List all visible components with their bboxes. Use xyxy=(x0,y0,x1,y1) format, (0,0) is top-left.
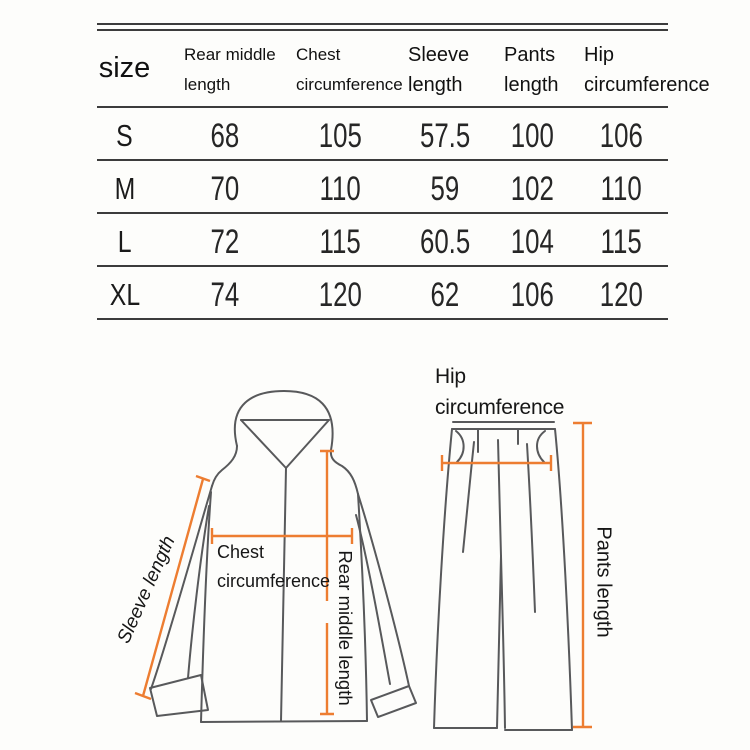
chest-label-line1: Chest xyxy=(217,542,264,562)
header-size: size xyxy=(97,31,170,106)
hip-label-line2: circumference xyxy=(435,396,564,419)
hip-circumference-value: 110 xyxy=(600,170,643,208)
left-pocket xyxy=(455,430,465,463)
rear-middle-length-value: 68 xyxy=(210,117,240,155)
pants-length-label: Pants length xyxy=(593,526,615,637)
size-table: size Rear middle length Chest circumfere… xyxy=(97,23,710,320)
left-leg-inner xyxy=(496,555,502,729)
pants-length-line xyxy=(573,421,592,729)
body-right-edge xyxy=(357,493,368,722)
body-left-edge xyxy=(200,491,212,723)
sleeve-length-line xyxy=(134,474,211,701)
hip-circumference-line xyxy=(440,455,553,471)
sleeve-length-value: 60.5 xyxy=(419,223,471,261)
right-sleeve-outer xyxy=(357,493,410,687)
chest-circumference-value: 105 xyxy=(318,117,362,155)
jacket-hem xyxy=(200,720,368,723)
size-value: S xyxy=(116,117,133,153)
chest-circumference-value: 120 xyxy=(318,276,362,314)
right-neck xyxy=(329,449,359,495)
sleeve-length-value: 57.5 xyxy=(419,117,471,155)
table-top-double-rule xyxy=(97,23,668,31)
table-row-m: M 70 110 59 102 110 xyxy=(97,161,668,214)
sleeve-length-value: 62 xyxy=(430,276,460,314)
center-seam xyxy=(497,439,502,557)
right-cuff xyxy=(370,685,417,718)
left-sleeve-outer xyxy=(150,485,213,690)
zipper-line xyxy=(280,467,287,722)
table-header-row: size Rear middle length Chest circumfere… xyxy=(97,31,710,108)
hood-triangle xyxy=(240,419,330,469)
rear-middle-length-value: 72 xyxy=(210,223,240,261)
size-value: XL xyxy=(109,276,140,312)
header-pants-length: Pants length xyxy=(504,44,559,96)
pants-length-value: 100 xyxy=(510,117,555,155)
pants-measure-lines xyxy=(440,421,592,729)
right-leg-inner xyxy=(500,555,506,729)
right-pocket xyxy=(536,430,546,463)
belt-loops xyxy=(477,428,519,453)
pants-length-value: 104 xyxy=(510,223,555,261)
jacket-outline xyxy=(149,390,417,723)
right-sleeve-inner xyxy=(355,514,391,685)
left-crease xyxy=(462,441,475,553)
left-neck xyxy=(211,445,238,487)
hip-circumference-value: 106 xyxy=(599,117,644,155)
size-value: L xyxy=(117,223,132,259)
right-crease xyxy=(526,443,536,613)
rear-middle-length-value: 74 xyxy=(210,276,240,314)
table-row-l: L 72 115 60.5 104 115 xyxy=(97,214,668,267)
hip-circumference-value: 115 xyxy=(600,223,643,261)
size-value: M xyxy=(114,170,135,206)
chest-circumference-value: 115 xyxy=(319,223,361,261)
header-sleeve-length: Sleeve length xyxy=(408,44,470,96)
hip-label-line1: Hip xyxy=(435,365,466,388)
sleeve-length-value: 59 xyxy=(430,170,460,208)
rear-middle-length-label: Rear middle length xyxy=(335,550,356,705)
header-chest-circumference: Chest circumference xyxy=(296,45,403,94)
rear-middle-length-value: 70 xyxy=(210,170,240,208)
table-row-s: S 68 105 57.5 100 106 xyxy=(97,108,668,161)
jacket-measure-lines xyxy=(134,449,354,716)
hood-outline xyxy=(233,390,334,451)
chest-label-line2: circumference xyxy=(217,571,330,591)
hip-circumference-value: 120 xyxy=(599,276,644,314)
chest-circumference-value: 110 xyxy=(319,170,361,208)
chest-circumference-line xyxy=(210,528,354,544)
table-row-xl: XL 74 120 62 106 120 xyxy=(97,267,668,320)
header-rear-middle-length: Rear middle length xyxy=(184,45,276,94)
pants-length-value: 106 xyxy=(510,276,555,314)
pants-length-value: 102 xyxy=(510,170,555,208)
header-hip-circumference: Hip circumference xyxy=(584,44,710,96)
right-leg-outer xyxy=(554,428,573,731)
rear-middle-length-line xyxy=(320,449,334,716)
left-sleeve-inner xyxy=(187,505,210,679)
left-leg-outer xyxy=(433,428,453,729)
header-size-label: size xyxy=(98,52,151,84)
left-cuff xyxy=(149,674,209,717)
